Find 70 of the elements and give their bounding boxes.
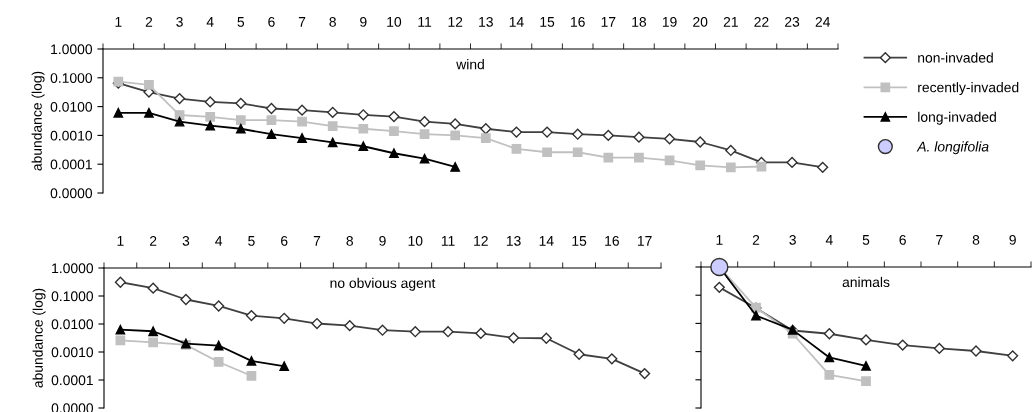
x-tick-label: 7 — [936, 235, 943, 245]
x-tick-label: 5 — [248, 236, 255, 246]
x-tick-label: 10 — [387, 16, 402, 27]
x-tick-label: 7 — [313, 236, 321, 246]
y-tick-label: 0.0100 — [50, 101, 93, 112]
x-tick-label: 11 — [441, 236, 455, 246]
x-tick-label: 16 — [571, 16, 585, 27]
x-tick-label: 3 — [182, 235, 190, 246]
x-tick-label: 9 — [379, 235, 386, 246]
x-tick-label: 3 — [176, 16, 183, 27]
x-tick-label: 9 — [360, 16, 367, 27]
x-tick-label: 4 — [215, 236, 223, 246]
y-tick-label: 0.0000 — [50, 188, 93, 199]
x-tick-label: 6 — [281, 235, 288, 246]
x-tick-label: 20 — [693, 16, 708, 27]
x-tick-label: 12 — [474, 235, 488, 246]
x-tick-label: 18 — [632, 16, 647, 27]
x-tick-label: 22 — [754, 16, 769, 27]
x-tick-label: 4 — [825, 235, 833, 245]
x-tick-label: 21 — [723, 16, 738, 27]
x-tick-label: 13 — [506, 235, 521, 246]
x-tick-label: 15 — [572, 236, 587, 246]
y-tick-label: 0.0001 — [51, 375, 93, 386]
legend-label: recently-invaded — [918, 82, 1019, 96]
x-tick-label: 12 — [448, 16, 463, 27]
y-tick-label: 1.0000 — [52, 263, 94, 274]
x-tick-label: 2 — [145, 16, 153, 27]
x-tick-label: 10 — [408, 235, 423, 246]
x-tick-label: 2 — [149, 235, 157, 246]
y-tick-label: 0.1000 — [51, 291, 94, 302]
text: no obvious agent — [330, 277, 436, 291]
x-tick-label: 1 — [115, 17, 122, 27]
x-tick-label: 5 — [862, 235, 870, 245]
y-axis-title: abundance (log) — [32, 288, 46, 388]
x-tick-label: 8 — [329, 16, 336, 27]
x-tick-label: 13 — [479, 16, 493, 27]
x-tick-label: 6 — [268, 16, 275, 27]
x-tick-label: 4 — [206, 17, 214, 27]
x-tick-label: 17 — [601, 17, 616, 27]
y-tick-label: 0.0001 — [50, 159, 92, 170]
x-tick-label: 16 — [605, 235, 619, 246]
x-tick-label: 15 — [540, 17, 555, 27]
y-tick-label: 0.0100 — [51, 319, 94, 330]
y-tick-label: 0.0010 — [51, 347, 94, 358]
y-tick-label: 1.0000 — [51, 44, 93, 55]
x-tick-label: 19 — [662, 16, 677, 27]
x-tick-label: 1 — [716, 235, 723, 245]
x-tick-label: 9 — [1009, 234, 1016, 245]
x-tick-label: 1 — [117, 236, 124, 246]
x-tick-label: 5 — [237, 17, 245, 27]
x-tick-label: 14 — [539, 236, 554, 246]
x-tick-label: 8 — [346, 235, 353, 246]
x-tick-label: 14 — [509, 17, 524, 27]
legend-label: non-invaded — [918, 52, 993, 63]
x-tick-label: 2 — [752, 234, 760, 245]
x-tick-label: 8 — [972, 234, 980, 245]
x-tick-label: 11 — [418, 17, 432, 27]
x-tick-label: 7 — [298, 17, 306, 27]
text: wind — [456, 59, 484, 70]
y-tick-label: 0.1000 — [50, 73, 93, 83]
y-axis-title: abundance (log) — [31, 71, 45, 171]
legend-label: A. longifolia — [916, 141, 989, 155]
text: animals — [842, 276, 890, 288]
x-tick-label: 3 — [789, 234, 796, 245]
x-tick-label: 23 — [785, 16, 800, 27]
x-tick-label: 17 — [637, 236, 652, 246]
x-tick-label: 6 — [899, 234, 906, 245]
legend-label: long-invaded — [918, 111, 996, 125]
x-tick-label: 24 — [815, 16, 831, 27]
y-tick-label: 0.0010 — [50, 130, 93, 141]
